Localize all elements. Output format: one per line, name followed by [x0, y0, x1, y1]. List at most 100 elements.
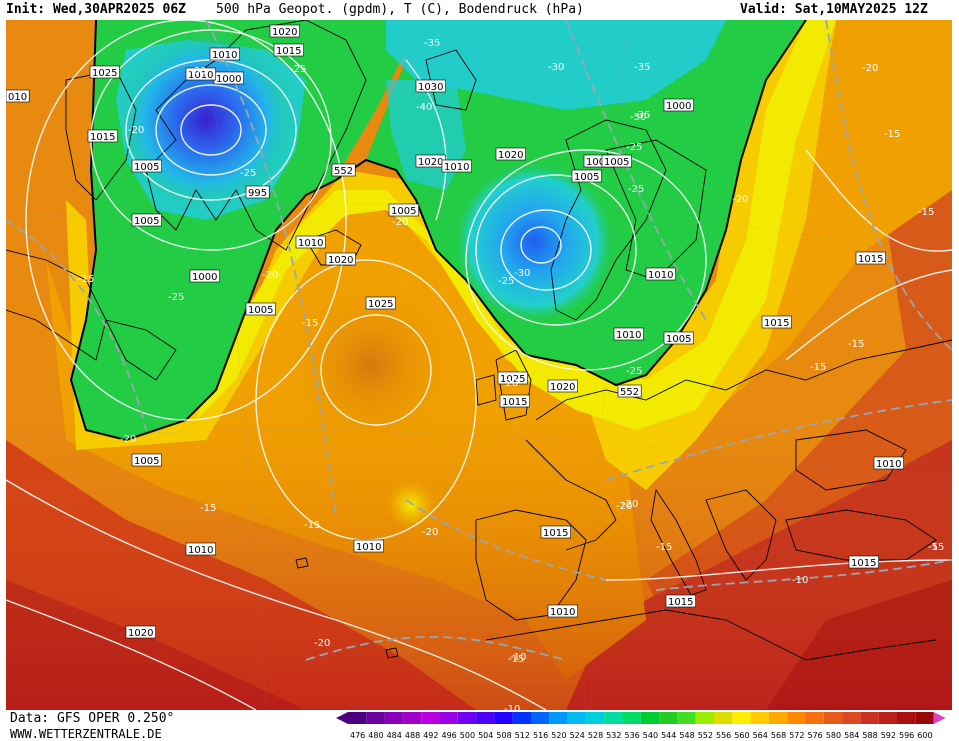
legend-tick-label: 588 — [862, 731, 877, 740]
pressure-label: 1015 — [761, 315, 792, 329]
legend-tick-label: 500 — [460, 731, 475, 740]
svg-text:1010: 1010 — [188, 70, 213, 81]
svg-text:-20: -20 — [862, 63, 878, 74]
svg-text:-20: -20 — [262, 270, 278, 281]
svg-text:-25: -25 — [168, 292, 184, 303]
legend-tick-label: 540 — [643, 731, 658, 740]
temperature-label: -15 — [78, 274, 94, 285]
svg-text:1020: 1020 — [550, 382, 575, 393]
svg-text:1010: 1010 — [444, 162, 469, 173]
legend-tick-label: 512 — [515, 731, 530, 740]
temperature-label: -25 — [626, 142, 642, 153]
temperature-label: -20 — [616, 501, 632, 512]
legend-swatch — [714, 712, 733, 724]
svg-text:-10: -10 — [510, 652, 526, 663]
pressure-label: 1000 — [189, 269, 220, 283]
temperature-label: -20 — [502, 378, 518, 389]
pressure-label: 1005 — [571, 169, 602, 183]
color-legend: 476 480 484 488 492 496 500 504 508 512 516 520 524 5… — [336, 712, 946, 740]
legend-tick-label: 476 — [350, 731, 365, 740]
temperature-label: -30 — [630, 112, 646, 123]
pressure-label: 1005 — [131, 453, 162, 467]
svg-text:-15: -15 — [200, 503, 216, 514]
legend-swatch — [768, 712, 788, 724]
temperature-label: -25 — [240, 168, 256, 179]
svg-text:1025: 1025 — [500, 374, 525, 385]
svg-text:1010: 1010 — [212, 50, 237, 61]
legend-tick-label: 496 — [442, 731, 457, 740]
legend-tick-label: 480 — [368, 731, 383, 740]
svg-text:-25: -25 — [498, 276, 514, 287]
temperature-label: -10 — [504, 704, 520, 710]
svg-text:-35: -35 — [634, 62, 650, 73]
legend-tick-label: 564 — [753, 731, 768, 740]
legend-tick-label: 572 — [789, 731, 804, 740]
temperature-label: -30 — [514, 268, 530, 279]
legend-tick-label: 504 — [478, 731, 493, 740]
pressure-label: 1010 — [547, 604, 578, 618]
svg-text:-15: -15 — [884, 129, 900, 140]
temperature-label: -25 — [626, 366, 642, 377]
svg-text:-35: -35 — [634, 110, 650, 121]
pressure-label: 1010 — [209, 47, 240, 61]
svg-text:1000: 1000 — [216, 74, 241, 85]
pressure-label: 1000 — [663, 98, 694, 112]
pressure-label: 1010 — [295, 235, 326, 249]
legend-tick-label: 592 — [881, 731, 896, 740]
legend-swatch — [494, 712, 513, 724]
temperature-label: -25 — [168, 292, 184, 303]
yellow-spot — [386, 480, 436, 530]
south-red-gradient — [6, 400, 952, 710]
svg-text:1000: 1000 — [192, 272, 217, 283]
svg-text:1020: 1020 — [498, 150, 523, 161]
pressure-label: 1015 — [540, 525, 571, 539]
svg-text:1005: 1005 — [604, 157, 629, 168]
temperature-label: -10 — [792, 575, 808, 586]
svg-text:-15: -15 — [928, 542, 944, 553]
legend-swatch — [384, 712, 403, 724]
temperature-label: -15 — [884, 129, 900, 140]
svg-text:-15: -15 — [656, 542, 672, 553]
pressure-label: 1020 — [547, 379, 578, 393]
pressure-label: 010 — [6, 89, 30, 103]
temperature-label: -10 — [510, 652, 526, 663]
temperature-label: -30 — [190, 66, 206, 77]
coastlines — [6, 20, 952, 661]
svg-text:-20: -20 — [120, 434, 136, 445]
svg-text:-20: -20 — [422, 527, 438, 538]
isobars — [6, 20, 952, 710]
temperature-label: -15 — [928, 542, 944, 553]
legend-swatch — [366, 712, 385, 724]
legend-swatch — [457, 712, 477, 724]
svg-text:1010: 1010 — [298, 238, 323, 249]
weather-map: 1020101510101025100010151005995100510001… — [6, 20, 952, 710]
svg-text:1000: 1000 — [666, 101, 691, 112]
low-west — [116, 30, 296, 210]
svg-text:1025: 1025 — [368, 299, 393, 310]
svg-text:1000: 1000 — [586, 157, 611, 168]
legend-swatch — [421, 712, 440, 724]
svg-text:-20: -20 — [616, 501, 632, 512]
legend-tick-label: 516 — [533, 731, 548, 740]
svg-text:-25: -25 — [626, 142, 642, 153]
pressure-label: 1000 — [213, 71, 244, 85]
svg-text:1030: 1030 — [418, 82, 443, 93]
temperature-label: -35 — [634, 110, 650, 121]
data-source: Data: GFS OPER 0.250° — [10, 711, 175, 726]
legend-tick-label: 580 — [826, 731, 841, 740]
svg-text:1010: 1010 — [356, 542, 381, 553]
legend-tick-label: 596 — [899, 731, 914, 740]
svg-text:995: 995 — [248, 188, 267, 199]
svg-text:1015: 1015 — [502, 397, 527, 408]
legend-tick-label: 576 — [808, 731, 823, 740]
pressure-label: 1005 — [663, 331, 694, 345]
pressure-label: 1005 — [245, 302, 276, 316]
temperature-label: -20 — [128, 125, 144, 136]
svg-text:-25: -25 — [290, 64, 306, 75]
temperature-label: -20 — [392, 217, 408, 228]
temperature-label: -30 — [548, 62, 564, 73]
legend-tick-label: 532 — [606, 731, 621, 740]
cyan-north — [386, 20, 726, 110]
isotherms — [6, 20, 952, 661]
pressure-label: 1005 — [131, 213, 162, 227]
